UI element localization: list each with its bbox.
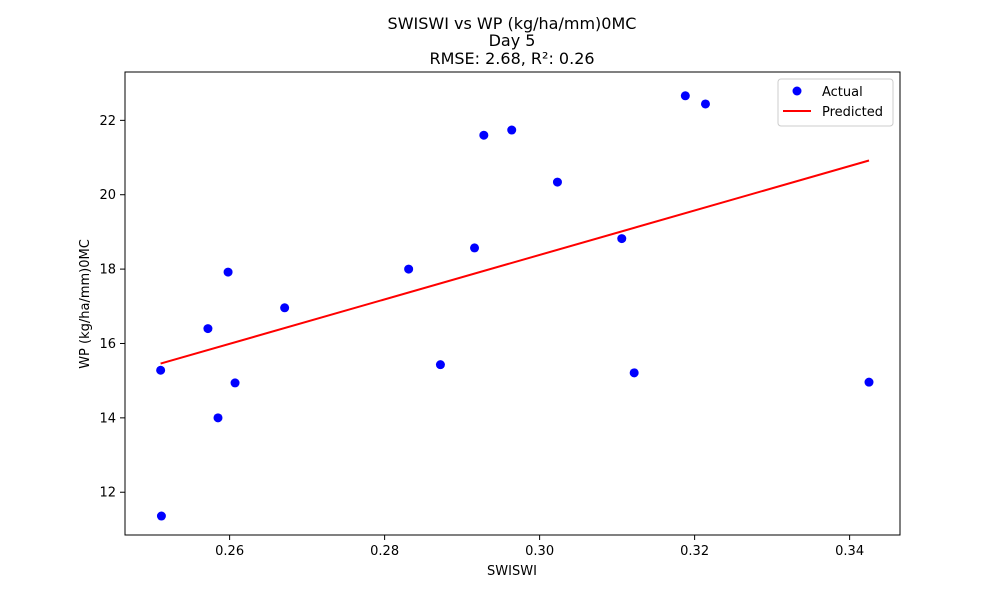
predicted-regression-line bbox=[160, 159, 870, 365]
y-tick-label: 18 bbox=[99, 263, 116, 278]
y-tick-label: 20 bbox=[99, 188, 116, 203]
legend-box bbox=[777, 78, 894, 127]
chart-title: SWISWI vs WP (kg/ha/mm)0MC bbox=[388, 14, 637, 33]
actual-data-point bbox=[156, 511, 166, 521]
actual-data-point bbox=[864, 377, 874, 387]
y-tick-label: 14 bbox=[99, 411, 116, 426]
series-layer bbox=[156, 91, 874, 521]
y-axis-ticks: 12 14 16 18 20 22 bbox=[99, 114, 125, 501]
actual-data-point bbox=[435, 360, 445, 370]
x-tick-label: 0.34 bbox=[835, 544, 864, 559]
legend: Actual Predicted bbox=[777, 78, 894, 127]
actual-data-point bbox=[552, 177, 562, 187]
x-axis-ticks: 0.26 0.28 0.30 0.32 0.34 bbox=[215, 535, 864, 559]
actual-data-point bbox=[223, 267, 233, 277]
actual-data-point bbox=[680, 91, 690, 101]
x-tick-label: 0.28 bbox=[370, 544, 399, 559]
actual-data-point bbox=[213, 413, 223, 423]
y-tick-label: 22 bbox=[99, 114, 116, 129]
legend-label-predicted: Predicted bbox=[822, 105, 883, 120]
actual-data-point bbox=[203, 324, 213, 334]
actual-data-point bbox=[404, 264, 414, 274]
y-tick-label: 12 bbox=[99, 486, 116, 501]
x-tick-label: 0.26 bbox=[215, 544, 244, 559]
chart-subtitle-day: Day 5 bbox=[489, 31, 536, 50]
x-tick-label: 0.30 bbox=[525, 544, 554, 559]
actual-data-point bbox=[617, 234, 627, 244]
x-axis-label: SWISWI bbox=[487, 564, 537, 579]
actual-data-point bbox=[700, 99, 710, 109]
actual-data-point bbox=[479, 130, 489, 140]
plot-area-frame bbox=[124, 71, 901, 536]
actual-data-point bbox=[280, 303, 290, 313]
y-tick-label: 16 bbox=[99, 337, 116, 352]
actual-data-point bbox=[156, 365, 166, 375]
chart-subtitle-metrics: RMSE: 2.68, R²: 0.26 bbox=[429, 49, 594, 68]
actual-data-point bbox=[507, 125, 517, 135]
actual-data-point bbox=[230, 378, 240, 388]
legend-label-actual: Actual bbox=[822, 85, 863, 100]
legend-marker-actual bbox=[792, 86, 802, 96]
actual-data-point bbox=[470, 243, 480, 253]
x-tick-label: 0.32 bbox=[680, 544, 709, 559]
actual-data-point bbox=[629, 368, 639, 378]
chart-title-group: SWISWI vs WP (kg/ha/mm)0MC Day 5 RMSE: 2… bbox=[388, 14, 637, 68]
y-axis-label: WP (kg/ha/mm)0MC bbox=[78, 239, 93, 369]
